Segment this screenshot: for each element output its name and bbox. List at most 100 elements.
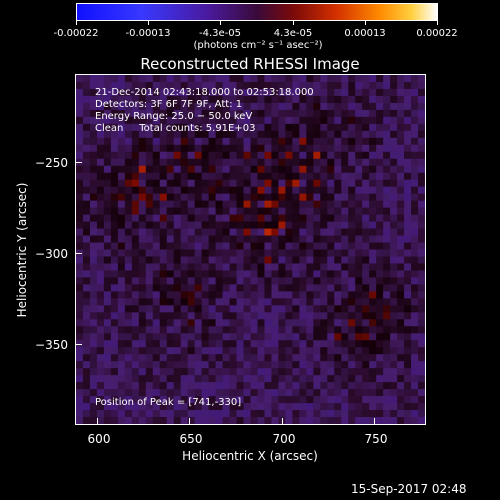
heatmap-cell xyxy=(369,403,377,411)
heatmap-cell xyxy=(320,263,328,271)
heatmap-cell xyxy=(103,256,112,264)
heatmap-cell xyxy=(341,123,349,132)
heatmap-cell xyxy=(236,389,244,397)
heatmap-cell xyxy=(138,291,147,299)
heatmap-cell xyxy=(229,137,237,146)
heatmap-cell xyxy=(110,298,119,306)
heatmap-cell xyxy=(320,242,328,250)
heatmap-cell xyxy=(299,221,307,229)
heatmap-cell xyxy=(173,102,182,111)
heatmap-cell xyxy=(348,109,356,118)
heatmap-cell xyxy=(229,361,237,369)
heatmap-cell xyxy=(320,200,328,209)
heatmap-cell xyxy=(243,186,251,195)
heatmap-cell xyxy=(292,249,300,257)
heatmap-cell xyxy=(194,102,203,111)
heatmap-cell xyxy=(299,207,307,215)
heatmap-cell xyxy=(76,361,84,369)
heatmap-cell xyxy=(397,172,405,181)
heatmap-cell xyxy=(320,214,328,222)
heatmap-cell xyxy=(236,123,244,132)
heatmap-cell xyxy=(243,165,251,174)
heatmap-cell xyxy=(159,312,168,320)
heatmap-cell xyxy=(369,291,377,299)
heatmap-cell xyxy=(369,410,377,418)
heatmap-cell xyxy=(348,221,356,229)
heatmap-cell xyxy=(250,270,258,278)
heatmap-cell xyxy=(334,312,342,320)
heatmap-cell xyxy=(334,221,342,229)
heatmap-cell xyxy=(215,298,223,306)
heatmap-cell xyxy=(320,347,328,355)
heatmap-cell xyxy=(180,263,189,271)
heatmap-cell xyxy=(320,368,328,376)
heatmap-cell xyxy=(411,312,419,320)
heatmap-cell xyxy=(110,242,119,250)
heatmap-cell xyxy=(264,151,272,160)
heatmap-cell xyxy=(124,361,133,369)
heatmap-cell xyxy=(138,242,147,250)
heatmap-cell xyxy=(383,249,391,257)
heatmap-cell xyxy=(313,81,321,90)
heatmap-cell xyxy=(236,312,244,320)
heatmap-cell xyxy=(166,417,175,424)
heatmap-cell xyxy=(411,221,419,229)
heatmap-cell xyxy=(320,221,328,229)
heatmap-cell xyxy=(418,312,425,320)
heatmap-cell xyxy=(187,165,196,174)
heatmap-cell xyxy=(292,95,300,104)
heatmap-cell xyxy=(348,242,356,250)
heatmap-cell xyxy=(320,291,328,299)
heatmap-cell xyxy=(257,95,265,104)
heatmap-cell xyxy=(229,319,237,327)
heatmap-cell xyxy=(271,263,279,271)
heatmap-cell xyxy=(145,326,154,334)
heatmap-cell xyxy=(152,207,161,215)
heatmap-cell xyxy=(355,228,363,236)
heatmap-cell xyxy=(397,375,405,383)
heatmap-cell xyxy=(369,228,377,236)
heatmap-cell xyxy=(180,165,189,174)
heatmap-cell xyxy=(82,410,91,418)
heatmap-cell xyxy=(215,396,223,404)
heatmap-cell xyxy=(152,102,161,111)
heatmap-cell xyxy=(117,95,126,104)
heatmap-cell xyxy=(173,361,182,369)
heatmap-cell xyxy=(166,95,175,104)
heatmap-cell xyxy=(306,284,314,292)
heatmap-cell xyxy=(299,179,307,188)
heatmap-cell xyxy=(299,270,307,278)
heatmap-cell xyxy=(103,389,112,397)
heatmap-cell xyxy=(180,319,189,327)
heatmap-cell xyxy=(138,144,147,153)
heatmap-cell xyxy=(299,102,307,111)
heatmap-cell xyxy=(194,417,203,424)
heatmap-cell xyxy=(243,123,251,132)
heatmap-cell xyxy=(355,207,363,215)
heatmap-cell xyxy=(166,123,175,132)
heatmap-cell xyxy=(187,312,196,320)
heatmap-cell xyxy=(327,75,335,83)
heatmap-cell xyxy=(96,263,105,271)
heatmap-cell xyxy=(313,389,321,397)
heatmap-cell xyxy=(166,277,175,285)
heatmap-cell xyxy=(264,228,272,236)
heatmap-cell xyxy=(418,179,425,188)
heatmap-cell xyxy=(243,340,251,348)
heatmap-cell xyxy=(215,291,223,299)
heatmap-cell xyxy=(201,368,210,376)
heatmap-cell xyxy=(166,207,175,215)
heatmap-cell xyxy=(404,270,412,278)
heatmap-cell xyxy=(278,340,286,348)
heatmap-cell xyxy=(250,95,258,104)
heatmap-cell xyxy=(327,172,335,181)
heatmap-cell xyxy=(243,193,251,202)
heatmap-cell xyxy=(124,228,133,236)
heatmap-cell xyxy=(201,88,210,97)
heatmap-cell xyxy=(285,389,293,397)
heatmap-cell xyxy=(110,256,119,264)
heatmap-cell xyxy=(341,186,349,195)
heatmap-cell xyxy=(173,368,182,376)
heatmap-cell xyxy=(306,305,314,313)
heatmap-cell xyxy=(348,396,356,404)
